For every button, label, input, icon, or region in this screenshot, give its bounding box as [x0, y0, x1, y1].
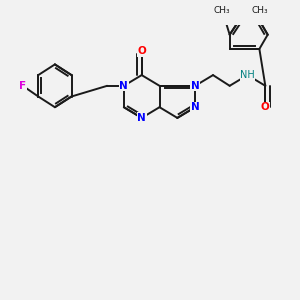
Text: N: N	[137, 113, 146, 123]
Text: O: O	[137, 46, 146, 56]
Text: N: N	[119, 81, 128, 91]
Text: NH: NH	[240, 70, 255, 80]
Text: CH₃: CH₃	[251, 6, 268, 15]
Text: O: O	[261, 102, 270, 112]
Text: F: F	[19, 81, 26, 91]
Text: N: N	[191, 81, 200, 91]
Text: CH₃: CH₃	[213, 6, 230, 15]
Text: N: N	[191, 102, 200, 112]
